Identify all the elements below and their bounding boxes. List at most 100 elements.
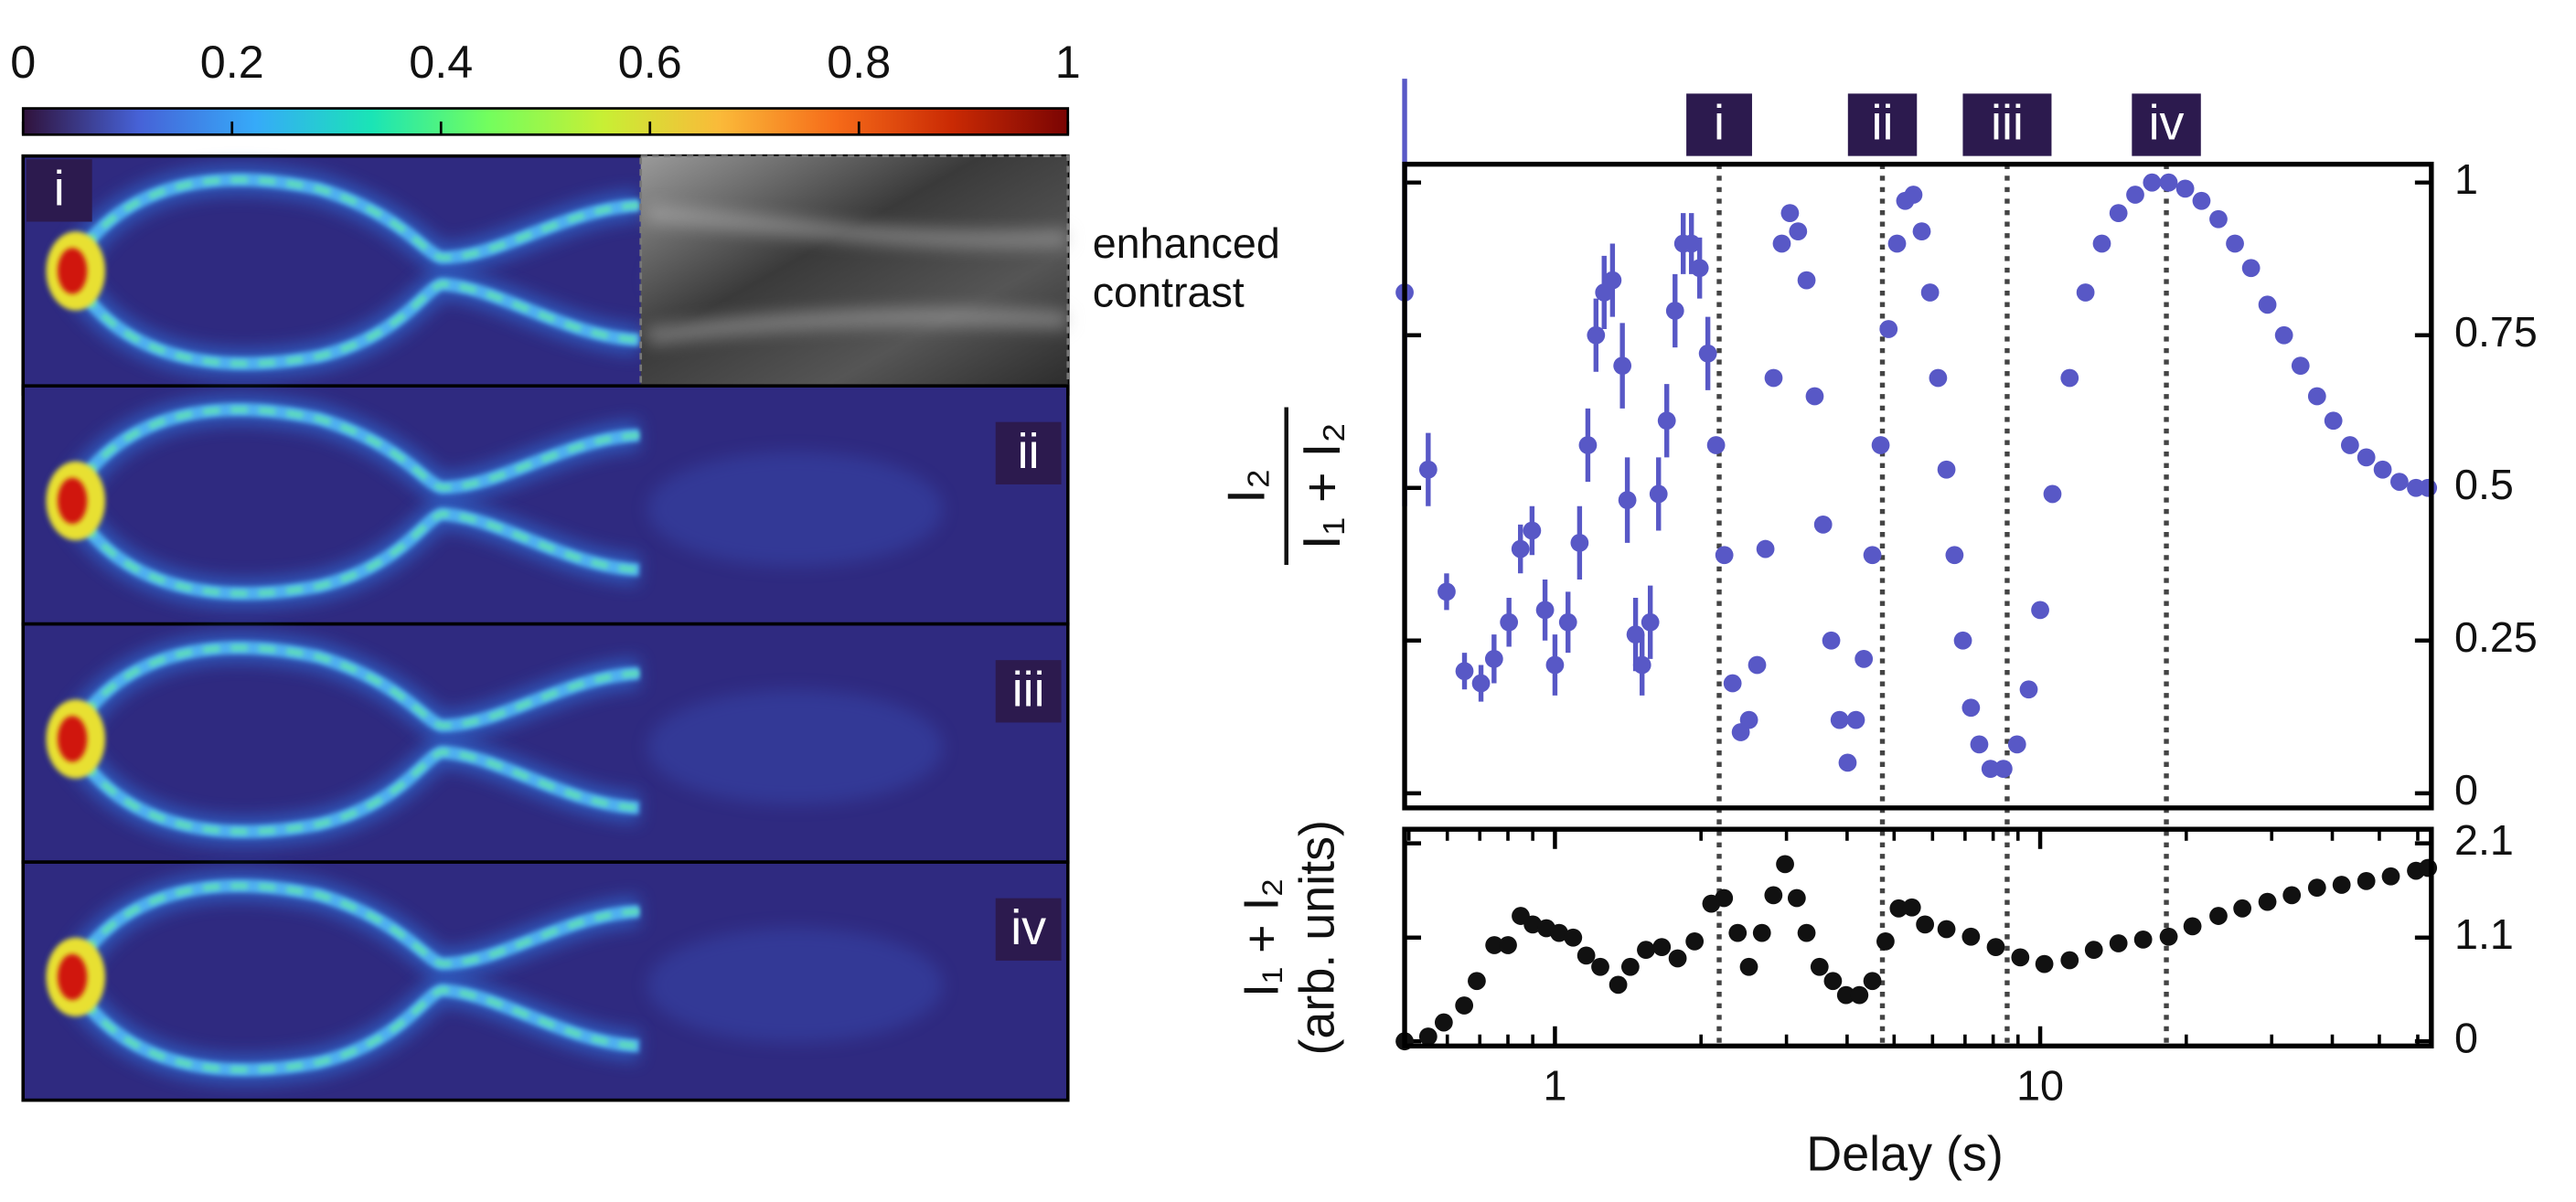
data-point (2159, 173, 2178, 192)
colorbar-tick-label: 1 (1055, 36, 1081, 88)
data-point (1578, 436, 1598, 454)
marker-label-box (1962, 93, 2052, 156)
data-point (1668, 949, 1687, 968)
data-point (2133, 930, 2153, 949)
data-point (1863, 546, 1882, 565)
data-point (1945, 546, 1964, 565)
marker-label-box (1847, 93, 1918, 156)
cloud-core (66, 644, 640, 740)
data-point (2258, 295, 2277, 314)
data-point (1641, 612, 1660, 632)
data-point (1418, 460, 1438, 479)
data-point (1823, 972, 1843, 991)
data-point (1961, 698, 1981, 718)
data-point (1698, 344, 1717, 363)
data-point (1468, 972, 1486, 991)
data-point (1937, 460, 1956, 479)
y-label-denominator: I₁ + I₂ (1293, 422, 1352, 549)
colorbar (21, 107, 1070, 136)
cloud-core (66, 737, 640, 835)
data-point (1652, 938, 1672, 956)
data-point (2419, 858, 2438, 878)
data-point (1523, 915, 1543, 934)
data-point (1912, 222, 1931, 241)
data-point (1715, 888, 1734, 908)
data-point (2357, 872, 2376, 890)
data-point (1970, 735, 1989, 754)
data-point (1961, 927, 1981, 946)
hot-spot (57, 248, 88, 294)
data-point (1937, 920, 1956, 939)
data-point (2390, 473, 2409, 491)
image-panel: iii (21, 622, 1070, 864)
data-point (1986, 938, 2005, 956)
hot-spot (57, 716, 88, 762)
image-panel: ii (21, 384, 1070, 626)
y-tick-label: 0.5 (2454, 461, 2514, 508)
data-point (1805, 387, 1824, 406)
data-point (1591, 957, 1609, 976)
data-point (1577, 946, 1596, 965)
annotation: contrast (1093, 269, 1245, 316)
data-point (2175, 179, 2195, 198)
data-point (1682, 234, 1701, 253)
data-point (1739, 710, 1758, 729)
data-point (2274, 325, 2293, 345)
panel-label-box (995, 421, 1062, 484)
data-point (2060, 951, 2079, 970)
x-tick-label: 10 (2016, 1061, 2064, 1109)
data-point (1603, 271, 1622, 290)
data-point (1637, 941, 1655, 960)
data-point (1981, 760, 2000, 778)
data-point (1649, 484, 1668, 504)
data-point (1879, 320, 1898, 338)
data-point (1657, 411, 1676, 431)
data-point (2381, 867, 2400, 886)
data-point (1876, 932, 1895, 951)
marker-label: ii (1872, 96, 1894, 151)
data-point (1822, 631, 1841, 650)
cloud-core (66, 499, 640, 597)
data-point (1455, 662, 1474, 681)
diffuse-cloud (647, 689, 944, 805)
data-point (1752, 923, 1771, 942)
y-axis-label: I₂ I₁ + I₂ (1217, 407, 1352, 565)
data-point (1471, 674, 1491, 693)
data-point (2209, 209, 2228, 229)
diffuse-cloud (647, 452, 944, 567)
data-point (1690, 259, 1709, 278)
data-point (1813, 515, 1833, 534)
data-point (1846, 710, 1865, 729)
data-point (2340, 436, 2359, 454)
marker-label-box (1686, 93, 1752, 156)
y-tick-label: 0 (2454, 1015, 2478, 1062)
contrast-streaks (646, 205, 1069, 346)
cloud-core (66, 176, 640, 272)
data-point (2324, 411, 2343, 431)
data-point (1764, 886, 1783, 905)
data-point (1904, 186, 1923, 204)
data-point (1836, 985, 1855, 1005)
panel-label-box (995, 898, 1062, 961)
panel-label: iv (1010, 900, 1046, 955)
data-point (2258, 892, 2277, 911)
data-point (2143, 173, 2162, 192)
data-point (1789, 222, 1808, 241)
cloud-core (66, 975, 640, 1073)
hot-spot (57, 477, 88, 525)
data-point (1545, 655, 1565, 675)
data-point (1863, 972, 1882, 991)
y-tick-label: 1 (2454, 155, 2478, 203)
data-point (1728, 923, 1748, 942)
y-axis-label: (arb. units) (1290, 820, 1345, 1056)
data-point (1723, 674, 1742, 693)
data-point (1871, 436, 1890, 454)
data-point (1587, 325, 1606, 345)
data-point (1438, 582, 1456, 601)
data-point (2192, 191, 2211, 210)
data-point (1756, 539, 1775, 558)
data-point (1739, 957, 1758, 976)
data-point (1455, 996, 1474, 1015)
data-point (1797, 271, 1816, 290)
